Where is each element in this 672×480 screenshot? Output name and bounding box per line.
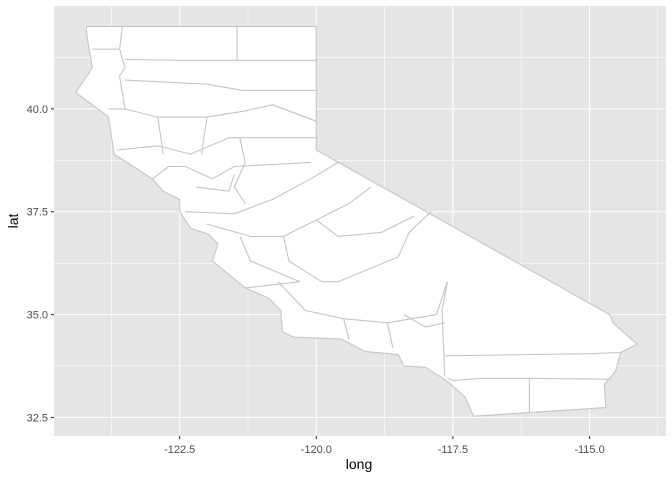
county-boundary [124, 79, 317, 91]
y-axis-ticks: 32.5 35.0 37.5 40.0 [27, 104, 54, 424]
county-boundary [124, 104, 317, 122]
county-boundary [233, 137, 246, 204]
county-boundary [245, 281, 300, 289]
county-boundary [315, 215, 415, 237]
y-tick-label: 37.5 [27, 207, 48, 219]
county-boundary [239, 236, 301, 283]
county-boundary [282, 211, 432, 283]
county-boundary [200, 117, 208, 155]
x-axis-title: long [346, 456, 372, 472]
county-boundary [343, 318, 350, 340]
county-boundary [403, 314, 445, 328]
county-regions [75, 26, 638, 417]
county-boundary [386, 322, 394, 348]
y-axis-title: lat [5, 214, 21, 229]
county-boundary [206, 186, 372, 237]
x-tick-label: -117.5 [438, 444, 468, 456]
county-boundary [185, 161, 339, 215]
county-boundary [447, 377, 612, 381]
county-boundary [444, 351, 621, 357]
y-tick-label: 35.0 [27, 310, 48, 322]
county-boundary [277, 281, 448, 324]
state-outline [75, 26, 638, 417]
y-tick-label: 32.5 [27, 412, 48, 424]
county-boundary [196, 174, 235, 192]
x-tick-label: -122.5 [164, 444, 195, 456]
x-tick-label: -120.0 [301, 444, 332, 456]
y-tick-label: 40.0 [27, 104, 48, 116]
county-boundary [124, 26, 238, 61]
x-tick-label: -115.0 [574, 444, 604, 456]
county-boundary [152, 161, 311, 180]
county-boundary [116, 137, 317, 155]
county-boundary [157, 117, 164, 155]
x-axis-ticks: -122.5 -120.0 -117.5 -115.0 [164, 436, 605, 456]
county-boundary [108, 49, 126, 110]
county-boundary [441, 281, 448, 377]
